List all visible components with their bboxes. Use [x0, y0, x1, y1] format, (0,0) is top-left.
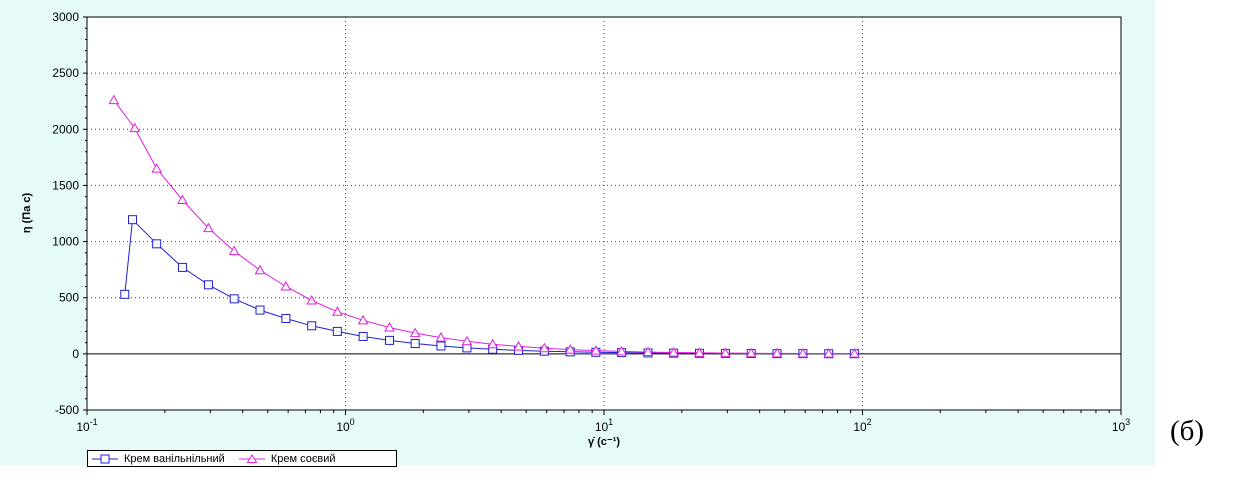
series-1-point: [128, 215, 138, 225]
series-2-point: [435, 332, 447, 342]
series-2-point: [331, 306, 343, 316]
y-axis-title: η (Па с): [21, 193, 33, 234]
series-1-point: [229, 294, 239, 304]
series-2-point: [409, 327, 421, 338]
series-1-point: [410, 339, 420, 349]
x-tick-label: 101: [595, 417, 613, 434]
series-2-point: [590, 345, 602, 355]
series-2-point: [616, 345, 627, 356]
x-axis-title: γ̇ (c⁻¹): [588, 436, 620, 448]
legend-marker-square-icon: [92, 454, 118, 463]
x-tick-label: 102: [853, 417, 871, 434]
series-2-point: [513, 340, 524, 351]
series-2-point: [720, 347, 731, 358]
series-layer: [108, 94, 860, 359]
series-2-point: [823, 348, 835, 358]
y-tick-label: 2000: [52, 122, 79, 136]
legend-label-series-2: Крем соєвий: [270, 452, 336, 465]
series-2-point: [771, 347, 783, 358]
series-2-point: [306, 295, 318, 305]
series-2-point: [254, 264, 266, 275]
panel-label: (б): [1170, 415, 1205, 447]
series-1-point: [203, 280, 213, 290]
tick-layer: -500 0 500 1000 1500 2000 2500 3000 10-1 100 101 10…: [52, 10, 1130, 434]
series-1-point: [255, 305, 265, 315]
series-2-point: [129, 122, 141, 133]
chart-svg: -500 0 500 1000 1500 2000 2500 3000 10-1 100 101 10…: [21, 10, 1130, 448]
series-2-point: [384, 321, 395, 332]
series-1-point: [152, 239, 162, 249]
series-1-point: [120, 289, 130, 299]
legend-item-series-1: Крем ванільнільний: [92, 453, 225, 465]
y-tick-label: 1000: [52, 235, 79, 249]
legend: Крем ванільнільний Крем соєвий: [87, 450, 397, 467]
series-1-point: [385, 335, 395, 345]
series-2-point: [564, 344, 576, 354]
x-tick-label: 100: [336, 417, 354, 434]
y-tick-label: 0: [72, 347, 79, 361]
series-1-point: [436, 341, 446, 351]
y-tick-label: 3000: [52, 10, 79, 24]
series-2-point: [177, 194, 188, 205]
series-2-point: [357, 314, 369, 325]
y-tick-label: 1500: [52, 178, 79, 192]
series-2-point: [280, 280, 292, 291]
series-1-point: [332, 326, 342, 336]
series-2-point: [694, 347, 705, 357]
y-tick-label: 500: [59, 291, 79, 305]
series-2-point: [461, 335, 473, 346]
x-tick-label: 10-1: [76, 417, 97, 434]
series-2-point: [151, 163, 163, 173]
grid-layer: [87, 17, 1121, 410]
series-2-point: [108, 94, 120, 105]
series-2-point: [797, 348, 809, 358]
series-2-point: [539, 342, 550, 353]
series-1-point: [281, 313, 291, 323]
chart-panel: -500 0 500 1000 1500 2000 2500 3000 10-1 100 101 10…: [0, 0, 1155, 465]
series-2-point: [745, 347, 757, 358]
y-tick-label: 2500: [52, 66, 79, 80]
legend-marker-triangle-icon: [238, 453, 265, 463]
legend-item-series-2: Крем соєвий: [238, 452, 336, 465]
series-2-point: [487, 338, 499, 349]
series-2-point: [848, 348, 860, 358]
series-2-point: [642, 346, 654, 357]
series-2-point: [228, 245, 240, 256]
y-tick-label: -500: [55, 403, 79, 417]
series-1-point: [358, 331, 368, 341]
series-1-point: [177, 262, 187, 272]
legend-label-series-1: Крем ванільнільний: [124, 452, 225, 465]
series-2-point: [203, 222, 214, 233]
series-2-point: [668, 346, 680, 357]
series-1-point: [307, 321, 317, 331]
series-2-line: [113, 99, 855, 355]
x-tick-label: 103: [1112, 417, 1130, 434]
